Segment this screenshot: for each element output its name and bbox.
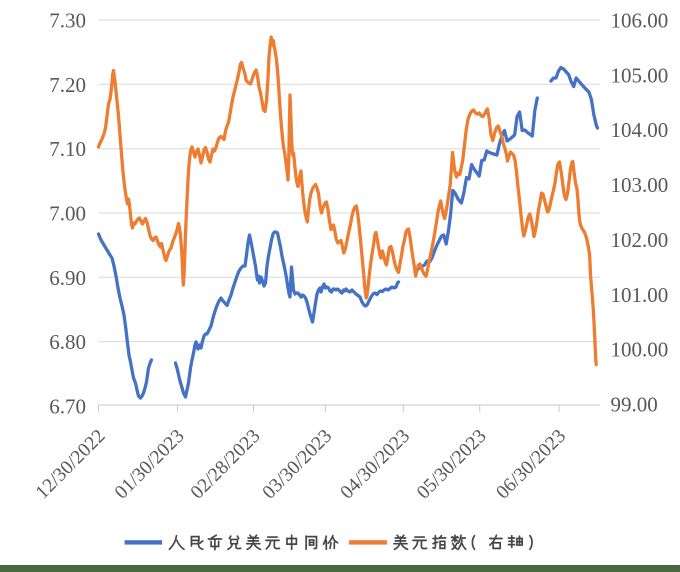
svg-text:103.00: 103.00 — [611, 173, 669, 197]
svg-text:7.00: 7.00 — [49, 202, 86, 226]
svg-text:7.30: 7.30 — [49, 9, 86, 33]
svg-text:106.00: 106.00 — [611, 9, 669, 33]
svg-text:105.00: 105.00 — [611, 63, 669, 87]
svg-text:104.00: 104.00 — [611, 118, 669, 142]
svg-text:102.00: 102.00 — [611, 228, 669, 252]
svg-text:7.10: 7.10 — [49, 137, 86, 161]
svg-text:7.20: 7.20 — [49, 73, 86, 97]
svg-text:6.80: 6.80 — [49, 330, 86, 354]
svg-text:101.00: 101.00 — [611, 283, 669, 307]
svg-text:99.00: 99.00 — [611, 393, 658, 417]
svg-text:100.00: 100.00 — [611, 338, 669, 362]
svg-text:6.70: 6.70 — [49, 395, 86, 419]
svg-text:6.90: 6.90 — [49, 266, 86, 290]
